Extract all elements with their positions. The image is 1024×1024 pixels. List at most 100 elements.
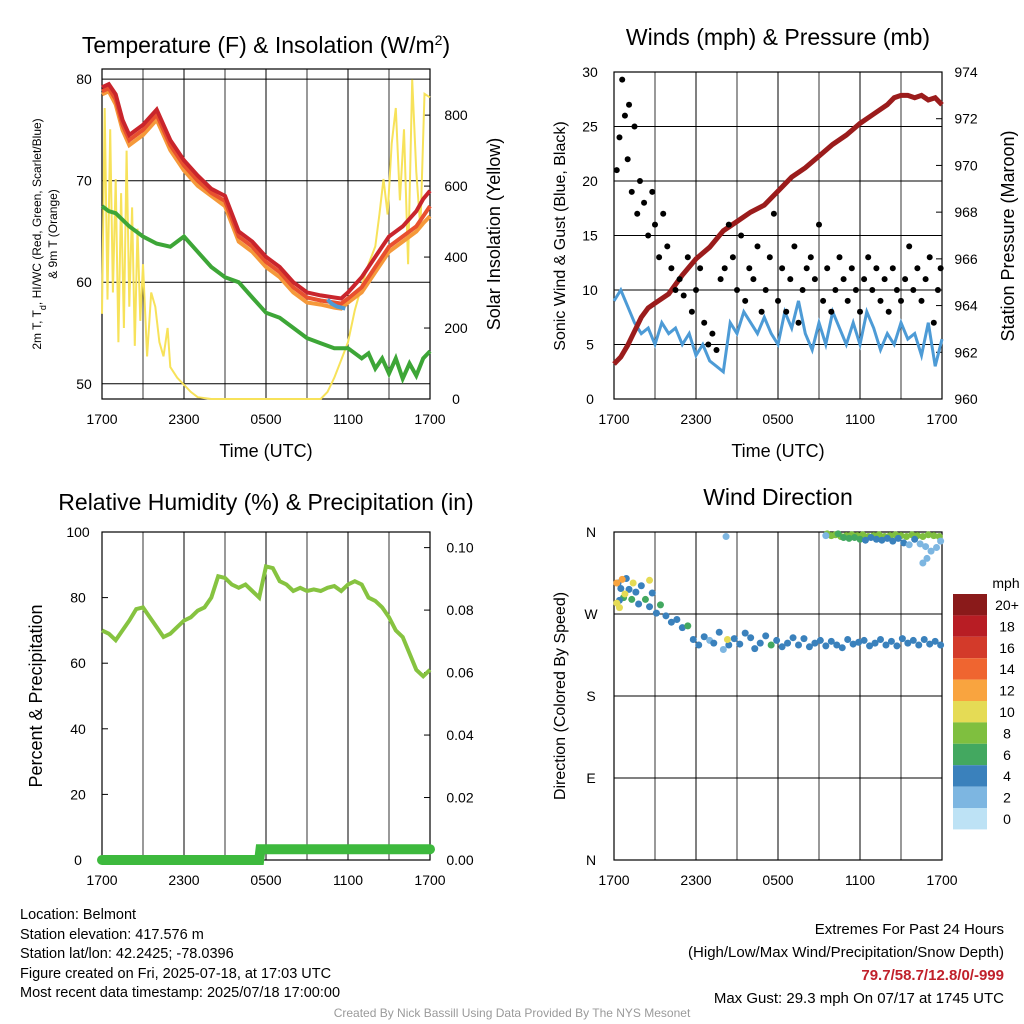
- direction-tick-label: W: [584, 606, 598, 622]
- wind-ytick-label: 0: [586, 391, 594, 407]
- pressure-ylabel: Station Pressure (Maroon): [998, 130, 1018, 341]
- credit-line: Created By Nick Bassill Using Data Provi…: [333, 1006, 691, 1020]
- gust-point: [783, 308, 790, 315]
- direction-point: [924, 531, 932, 539]
- gust-point: [621, 112, 628, 119]
- direction-point: [778, 643, 786, 651]
- direction-point: [919, 559, 927, 567]
- wind-ytick-label: 30: [582, 64, 598, 80]
- rh-chart-frame: [101, 531, 431, 861]
- gust-point: [857, 308, 863, 315]
- direction-point: [922, 543, 930, 551]
- gust-point: [634, 210, 641, 217]
- direction-point: [855, 638, 863, 646]
- precip-tick-label: 0.10: [446, 540, 473, 556]
- station-info: Location: Belmont Station elevation: 417…: [20, 906, 340, 1004]
- gust-point: [889, 265, 896, 272]
- temp-chart-xtick-label: 1100: [333, 411, 363, 427]
- gust-point: [697, 265, 704, 272]
- direction-point: [822, 642, 830, 650]
- legend-label: 12: [999, 683, 1015, 699]
- gust-point: [795, 319, 802, 326]
- legend-swatch: [953, 808, 987, 830]
- direction-point: [937, 537, 945, 545]
- rh-ytick-label: 100: [66, 524, 90, 540]
- direction-point: [646, 576, 654, 584]
- wind-chill-line: [326, 298, 346, 311]
- dewpoint-line: [100, 204, 432, 385]
- direction-point: [927, 547, 935, 555]
- direction-point: [871, 639, 879, 647]
- direction-point: [805, 643, 813, 651]
- gust-point: [840, 276, 847, 283]
- direction-ylabel: Direction (Colored By Speed): [552, 592, 569, 800]
- gust-point: [865, 254, 872, 261]
- gust-point: [852, 287, 859, 293]
- direction-point: [684, 622, 692, 630]
- direction-chart-title: Wind Direction: [703, 484, 853, 510]
- pressure-tick-label: 974: [954, 64, 978, 80]
- gust-point: [803, 265, 810, 272]
- direction-point: [747, 634, 755, 642]
- gust-point: [684, 254, 691, 261]
- gust-point: [680, 292, 687, 299]
- direction-point: [756, 639, 764, 647]
- legend-label: 2: [1003, 790, 1011, 806]
- temp-chart-xtick-label: 2300: [168, 411, 199, 427]
- direction-point: [872, 535, 880, 543]
- precip-tick-label: 0.00: [446, 852, 473, 868]
- figure-created: Figure created on Fri, 2025-07-18, at 17…: [20, 965, 332, 982]
- legend-label: 0: [1003, 811, 1011, 827]
- gust-point: [626, 101, 633, 108]
- legend-swatch: [953, 594, 987, 616]
- direction-point: [838, 644, 846, 652]
- rh-line: [101, 563, 432, 680]
- insolation-tick-label: 200: [444, 320, 468, 336]
- gust-point: [775, 297, 781, 304]
- gust-point: [738, 232, 745, 239]
- wind-chart-xtick-label: 0500: [762, 411, 793, 427]
- legend-swatch: [953, 701, 987, 723]
- station-latlon: Station lat/lon: 42.2425; -78.0396: [20, 946, 234, 963]
- ylabel-subscript: d: [38, 305, 48, 310]
- temp-xlabel: Time (UTC): [219, 441, 312, 461]
- legend-label: 8: [1003, 725, 1011, 741]
- legend-label: 16: [999, 640, 1015, 656]
- gust-point: [649, 188, 656, 195]
- gust-point: [631, 123, 638, 130]
- wind-ytick-label: 25: [582, 119, 598, 135]
- direction-tick-label: S: [586, 688, 595, 704]
- rh-chart-grid: [101, 532, 431, 860]
- direction-point: [887, 637, 895, 645]
- pressure-tick-label: 962: [954, 344, 978, 360]
- direction-point: [833, 641, 841, 649]
- direction-point: [678, 624, 686, 632]
- direction-point: [641, 595, 649, 603]
- direction-point: [816, 636, 824, 644]
- direction-point: [795, 641, 802, 649]
- direction-point: [700, 633, 708, 641]
- legend-swatch: [953, 615, 987, 637]
- gust-point: [636, 178, 643, 184]
- direction-point: [767, 641, 775, 649]
- direction-point: [648, 589, 656, 597]
- gust-point: [656, 254, 663, 261]
- gust-point: [926, 254, 933, 261]
- extremes-panel: Extremes For Past 24 Hours (High/Low/Max…: [688, 918, 1004, 1010]
- gust-point: [881, 276, 888, 283]
- title-tail: ): [442, 32, 450, 58]
- temp-ytick-label: 50: [76, 376, 92, 392]
- gust-point: [906, 243, 913, 250]
- legend-label: 20+: [995, 597, 1019, 613]
- direction-point: [741, 629, 749, 637]
- direction-point: [893, 642, 901, 650]
- heat-index-line: [101, 85, 432, 306]
- precip-tick-label: 0.06: [446, 665, 473, 681]
- ylabel-part: , HI/WC (Red, Green, Scarlet/Blue): [30, 118, 44, 305]
- gust-point: [758, 308, 765, 315]
- gust-point: [664, 243, 671, 250]
- direction-point: [915, 641, 923, 649]
- pressure-tick-label: 968: [954, 204, 978, 220]
- direction-chart-xtick-label: 1700: [598, 872, 629, 888]
- legend-swatch: [953, 636, 987, 659]
